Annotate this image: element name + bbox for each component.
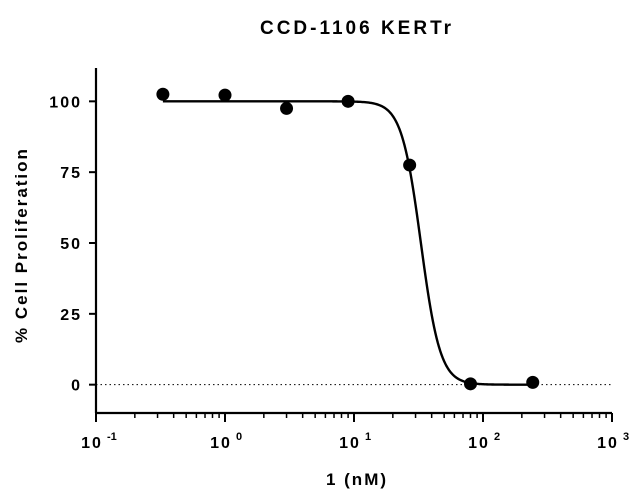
x-tick-label: 10	[597, 435, 619, 452]
fit-curve	[162, 100, 533, 386]
data-point	[526, 375, 540, 389]
x-tick-exponent: -1	[107, 431, 117, 443]
x-tick-exponent: 0	[236, 431, 242, 443]
y-tick-label: 50	[60, 236, 82, 253]
x-axis-label: 1 (nM)	[326, 470, 388, 489]
y-tick-label: 25	[60, 307, 82, 324]
x-tick-label: 10	[468, 435, 490, 452]
data-point	[341, 94, 355, 108]
y-tick-label: 75	[60, 165, 82, 182]
x-tick-label: 10	[81, 435, 103, 452]
y-tick-label: 100	[49, 94, 82, 111]
x-tick-label: 10	[339, 435, 361, 452]
x-tick-exponent: 2	[494, 431, 500, 443]
data-point	[280, 101, 294, 115]
data-point	[218, 88, 232, 102]
data-point	[463, 377, 477, 391]
x-tick-exponent: 3	[623, 431, 629, 443]
x-tick-exponent: 1	[365, 431, 371, 443]
data-point	[403, 158, 417, 172]
y-tick-label: 0	[71, 378, 82, 395]
data-point	[156, 87, 170, 101]
chart-title: CCD-1106 KERTr	[260, 18, 454, 39]
x-tick-label: 10	[210, 435, 232, 452]
y-axis-label: % Cell Proliferation	[12, 147, 31, 343]
